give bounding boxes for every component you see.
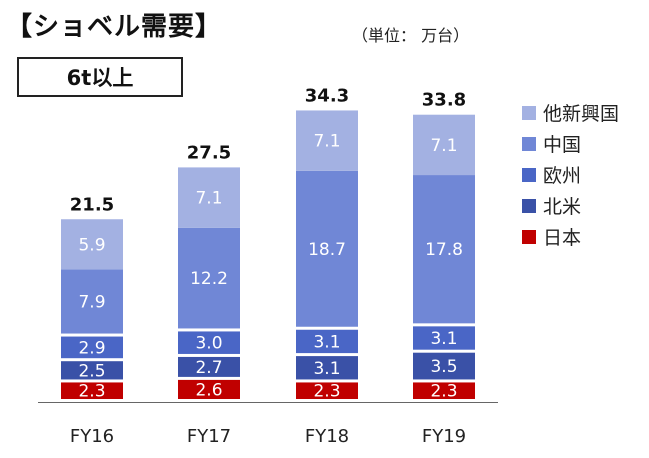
x-tick-label: FY18 bbox=[305, 426, 349, 447]
segment-value-label: 3.1 bbox=[430, 329, 457, 349]
segment-value-label: 2.7 bbox=[195, 358, 222, 378]
segment-value-label: 7.1 bbox=[313, 132, 340, 152]
x-tick-label: FY16 bbox=[70, 426, 114, 447]
segment-value-label: 7.9 bbox=[78, 292, 105, 312]
bar-segment bbox=[413, 326, 475, 350]
subtitle-box: 6t以上 bbox=[17, 57, 183, 97]
bar-segment bbox=[178, 331, 240, 354]
legend-swatch bbox=[522, 167, 536, 182]
segment-value-label: 3.5 bbox=[430, 357, 457, 377]
legend-swatch bbox=[522, 229, 536, 244]
bar-segment bbox=[413, 382, 475, 399]
x-tick-label: FY17 bbox=[187, 426, 231, 447]
segment-value-label: 2.9 bbox=[78, 338, 105, 358]
bar-segment bbox=[413, 352, 475, 380]
legend-swatch bbox=[522, 136, 536, 151]
legend-swatch bbox=[522, 198, 536, 213]
segment-value-label: 12.2 bbox=[190, 269, 228, 289]
bar-total-label: 33.8 bbox=[422, 90, 466, 111]
x-tick-label: FY19 bbox=[422, 426, 466, 447]
bar-segment bbox=[296, 329, 358, 354]
bar-segment bbox=[61, 361, 123, 380]
bar-segment bbox=[413, 114, 475, 176]
segment-value-label: 2.3 bbox=[313, 382, 340, 402]
segment-value-label: 2.3 bbox=[78, 382, 105, 402]
bar-segment bbox=[413, 175, 475, 324]
legend-item: 欧州 bbox=[522, 159, 619, 190]
bar-segment bbox=[61, 382, 123, 399]
segment-value-label: 7.1 bbox=[195, 189, 222, 209]
bar-segment bbox=[296, 170, 358, 327]
legend-item: 日本 bbox=[522, 221, 619, 252]
subtitle-label: 6t以上 bbox=[66, 66, 134, 90]
segment-value-label: 2.3 bbox=[430, 382, 457, 402]
segment-value-label: 3.0 bbox=[195, 334, 222, 354]
chart-title: 【ショベル需要】 bbox=[6, 12, 223, 42]
bar-total-label: 34.3 bbox=[305, 85, 349, 106]
bar-segment bbox=[178, 356, 240, 377]
bar-segment bbox=[296, 382, 358, 399]
segment-value-label: 17.8 bbox=[425, 240, 463, 260]
legend-label: 欧州 bbox=[543, 165, 582, 187]
bar-segment bbox=[296, 356, 358, 380]
segment-value-label: 2.6 bbox=[195, 380, 222, 400]
segment-value-label: 2.5 bbox=[78, 361, 105, 381]
bar-segment bbox=[296, 110, 358, 171]
bar-segment bbox=[178, 167, 240, 228]
segment-value-label: 3.1 bbox=[313, 332, 340, 352]
bar-segment bbox=[61, 219, 123, 270]
bar-segment bbox=[61, 269, 123, 334]
unit-label: （単位： 万台） bbox=[352, 26, 470, 45]
bar-total-label: 27.5 bbox=[187, 142, 231, 163]
segment-value-label: 5.9 bbox=[78, 235, 105, 255]
segment-value-label: 18.7 bbox=[308, 240, 346, 260]
bar-segment bbox=[178, 227, 240, 329]
segment-value-label: 7.1 bbox=[430, 136, 457, 156]
legend-item: 他新興国 bbox=[522, 97, 619, 128]
bar-segment bbox=[178, 379, 240, 399]
legend-label: 中国 bbox=[543, 134, 582, 156]
segment-value-label: 3.1 bbox=[313, 359, 340, 379]
legend-item: 北米 bbox=[522, 190, 619, 221]
legend-swatch bbox=[522, 105, 536, 120]
legend-item: 中国 bbox=[522, 128, 619, 159]
legend-label: 日本 bbox=[543, 227, 582, 249]
legend-label: 他新興国 bbox=[543, 103, 620, 125]
legend-label: 北米 bbox=[543, 196, 582, 218]
bar-total-label: 21.5 bbox=[70, 194, 114, 215]
legend: 他新興国中国欧州北米日本 bbox=[522, 97, 619, 252]
bar-segment bbox=[61, 336, 123, 359]
